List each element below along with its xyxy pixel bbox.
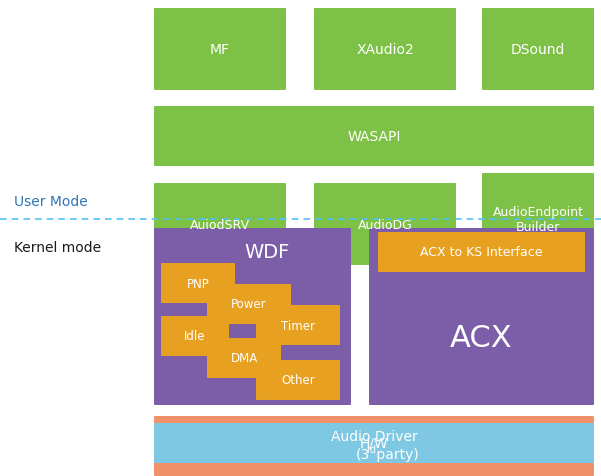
- Text: Other: Other: [281, 374, 315, 387]
- Text: (3: (3: [356, 447, 370, 461]
- FancyBboxPatch shape: [207, 284, 291, 324]
- Text: User Mode: User Mode: [14, 195, 88, 208]
- FancyBboxPatch shape: [256, 360, 340, 400]
- FancyBboxPatch shape: [154, 184, 286, 266]
- Text: WDF: WDF: [245, 242, 290, 261]
- FancyBboxPatch shape: [482, 9, 594, 91]
- FancyBboxPatch shape: [161, 317, 229, 356]
- Text: XAudio2: XAudio2: [356, 43, 414, 57]
- FancyBboxPatch shape: [154, 107, 594, 167]
- FancyBboxPatch shape: [369, 228, 594, 405]
- FancyBboxPatch shape: [154, 416, 594, 476]
- FancyBboxPatch shape: [314, 184, 456, 266]
- Text: Power: Power: [231, 298, 267, 311]
- FancyBboxPatch shape: [154, 9, 286, 91]
- Text: rd: rd: [366, 444, 376, 454]
- FancyBboxPatch shape: [154, 228, 351, 405]
- FancyBboxPatch shape: [482, 174, 594, 266]
- Text: MF: MF: [210, 43, 230, 57]
- Text: Timer: Timer: [281, 319, 315, 332]
- Text: Kernel mode: Kernel mode: [14, 240, 101, 255]
- Text: Idle: Idle: [185, 330, 206, 343]
- Text: party): party): [372, 447, 419, 461]
- Text: AudioDG: AudioDG: [358, 218, 412, 231]
- Text: ACX to KS Interface: ACX to KS Interface: [420, 246, 543, 259]
- FancyBboxPatch shape: [256, 306, 340, 345]
- Text: AudioEndpoint
Builder: AudioEndpoint Builder: [492, 206, 584, 234]
- Text: DMA: DMA: [230, 352, 258, 365]
- Text: PNP: PNP: [187, 277, 209, 290]
- Text: Audio Driver: Audio Driver: [331, 429, 417, 443]
- Text: H/W: H/W: [359, 436, 388, 450]
- FancyBboxPatch shape: [314, 9, 456, 91]
- FancyBboxPatch shape: [154, 423, 594, 463]
- FancyBboxPatch shape: [378, 232, 585, 272]
- FancyBboxPatch shape: [161, 263, 235, 303]
- Text: DSound: DSound: [511, 43, 565, 57]
- FancyBboxPatch shape: [207, 338, 281, 378]
- Text: ACX: ACX: [450, 323, 513, 352]
- Text: AuiodSRV: AuiodSRV: [190, 218, 250, 231]
- Text: WASAPI: WASAPI: [347, 130, 401, 144]
